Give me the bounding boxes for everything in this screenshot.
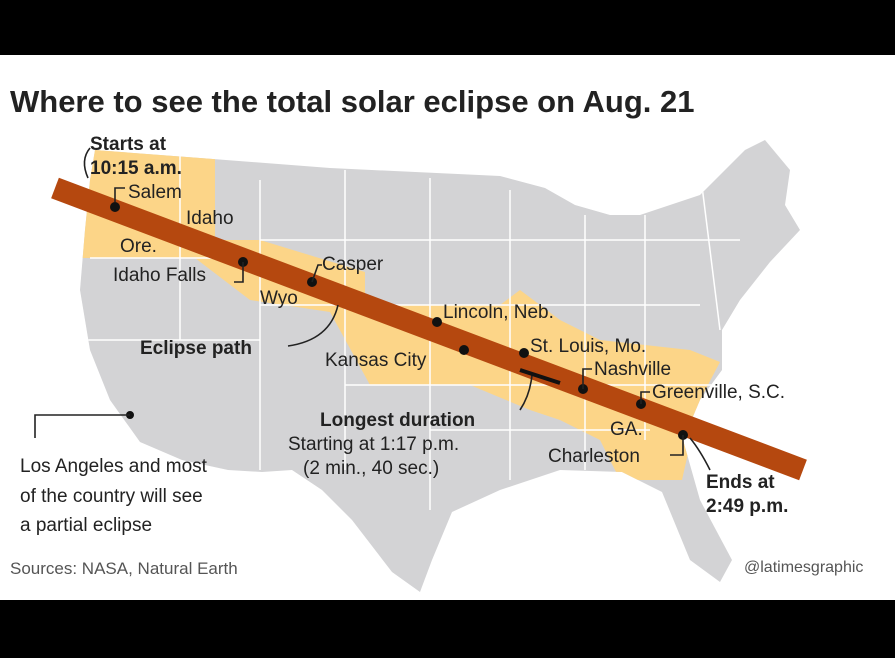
credit: @latimesgraphic xyxy=(744,559,863,576)
end-label: 2:49 p.m. xyxy=(706,496,788,517)
longest-text: (2 min., 40 sec.) xyxy=(303,458,439,479)
longest-text: Starting at 1:17 p.m. xyxy=(288,434,459,455)
city-label: Kansas City xyxy=(325,350,427,371)
longest-segment xyxy=(519,368,561,385)
city-label: Greenville, S.C. xyxy=(652,382,785,403)
city-label: Casper xyxy=(322,254,384,275)
partial-note: a partial eclipse xyxy=(20,515,152,536)
longest-title: Longest duration xyxy=(320,410,475,431)
start-label: 10:15 a.m. xyxy=(90,158,182,179)
city-label: St. Louis, Mo. xyxy=(530,336,646,357)
city-label: Salem xyxy=(128,182,182,203)
state-label: Ore. xyxy=(120,236,157,257)
city-label: Charleston xyxy=(548,446,640,467)
city-label: Nashville xyxy=(594,359,671,380)
eclipse-path xyxy=(51,177,807,481)
state-label: Idaho xyxy=(186,208,234,229)
dot xyxy=(110,202,120,212)
city-label: Idaho Falls xyxy=(113,265,206,286)
state-label: Wyo xyxy=(260,288,298,309)
sources: Sources: NASA, Natural Earth xyxy=(10,559,238,578)
title: Where to see the total solar eclipse on … xyxy=(10,84,694,119)
partial-note: Los Angeles and most xyxy=(20,456,208,477)
dot xyxy=(519,348,529,358)
partial-note: of the country will see xyxy=(20,486,203,507)
path-label: Eclipse path xyxy=(140,338,252,359)
start-label: Starts at xyxy=(90,134,167,155)
dot xyxy=(432,317,442,327)
leaders xyxy=(34,147,711,471)
end-label: Ends at xyxy=(706,472,775,493)
city-label: Lincoln, Neb. xyxy=(443,302,554,323)
state-label: GA. xyxy=(610,419,643,440)
dot xyxy=(459,345,469,355)
